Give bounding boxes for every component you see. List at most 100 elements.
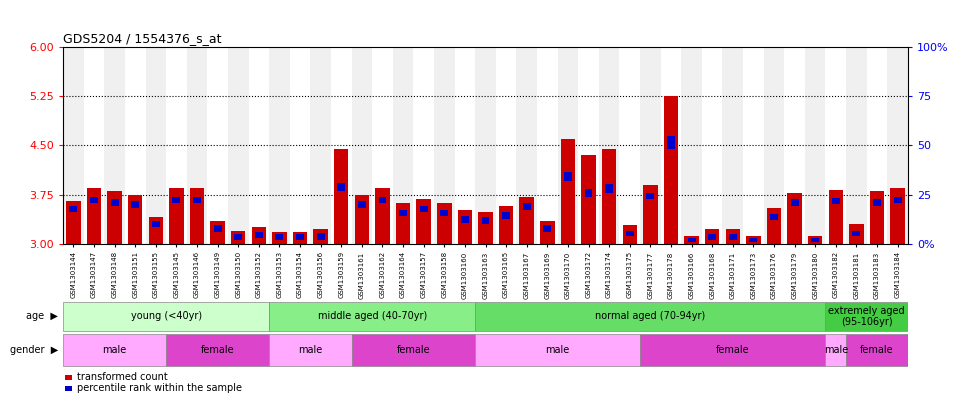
Bar bbox=[729, 235, 737, 240]
Bar bbox=[825, 47, 846, 244]
Bar bbox=[743, 47, 763, 244]
Bar bbox=[111, 199, 118, 206]
Text: transformed count: transformed count bbox=[77, 372, 168, 382]
Text: gender  ▶: gender ▶ bbox=[10, 345, 58, 355]
Bar bbox=[647, 193, 654, 199]
Bar bbox=[272, 232, 286, 244]
Bar bbox=[664, 96, 678, 244]
Text: female: female bbox=[201, 345, 234, 355]
Bar bbox=[873, 199, 881, 206]
Bar bbox=[86, 188, 101, 244]
Bar bbox=[770, 213, 778, 220]
Bar bbox=[354, 195, 369, 244]
Bar bbox=[296, 234, 304, 241]
Bar bbox=[585, 189, 592, 196]
Bar bbox=[767, 208, 782, 244]
Bar bbox=[151, 221, 160, 227]
Bar bbox=[417, 199, 431, 244]
Text: female: female bbox=[860, 345, 893, 355]
Bar bbox=[166, 334, 269, 365]
Bar bbox=[602, 149, 617, 244]
Bar bbox=[705, 229, 720, 244]
Bar bbox=[787, 193, 802, 244]
Bar bbox=[828, 190, 843, 244]
Bar bbox=[108, 191, 121, 244]
Bar bbox=[825, 334, 846, 365]
Bar bbox=[352, 47, 372, 244]
Bar bbox=[314, 229, 328, 244]
Bar bbox=[193, 196, 201, 203]
Text: age  ▶: age ▶ bbox=[26, 311, 58, 321]
Bar bbox=[146, 47, 166, 244]
Bar bbox=[399, 209, 407, 216]
Bar bbox=[482, 217, 489, 224]
Bar bbox=[234, 234, 242, 241]
Bar bbox=[70, 206, 78, 212]
Bar bbox=[166, 47, 186, 244]
Text: extremely aged
(95-106yr): extremely aged (95-106yr) bbox=[828, 306, 905, 327]
Bar bbox=[434, 47, 454, 244]
Bar bbox=[640, 47, 660, 244]
Bar bbox=[502, 212, 510, 219]
Bar bbox=[643, 185, 657, 244]
Bar bbox=[625, 231, 634, 236]
Bar bbox=[825, 302, 908, 331]
Bar bbox=[269, 47, 289, 244]
Bar bbox=[746, 236, 760, 244]
Bar bbox=[599, 47, 619, 244]
Bar bbox=[331, 47, 352, 244]
Bar bbox=[832, 198, 840, 204]
Bar bbox=[750, 239, 757, 242]
Bar bbox=[311, 47, 331, 244]
Bar bbox=[544, 225, 552, 232]
Bar bbox=[619, 47, 640, 244]
Bar bbox=[211, 221, 225, 244]
Bar bbox=[461, 216, 469, 223]
Bar bbox=[186, 47, 208, 244]
Bar bbox=[228, 47, 249, 244]
Bar bbox=[537, 47, 557, 244]
Bar bbox=[128, 195, 143, 244]
Bar bbox=[358, 201, 366, 208]
Bar bbox=[517, 47, 537, 244]
Bar bbox=[63, 302, 269, 331]
Bar bbox=[496, 47, 517, 244]
Text: GDS5204 / 1554376_s_at: GDS5204 / 1554376_s_at bbox=[63, 31, 221, 44]
Bar bbox=[475, 47, 496, 244]
Bar bbox=[499, 206, 514, 244]
Bar bbox=[811, 239, 820, 242]
Bar bbox=[63, 334, 166, 365]
Bar bbox=[190, 188, 204, 244]
Bar bbox=[475, 302, 825, 331]
Bar bbox=[867, 47, 887, 244]
Bar bbox=[640, 334, 825, 365]
Text: normal aged (70-94yr): normal aged (70-94yr) bbox=[595, 311, 706, 321]
Text: male: male bbox=[103, 345, 127, 355]
Bar bbox=[249, 47, 269, 244]
Bar bbox=[805, 47, 825, 244]
Bar bbox=[337, 184, 346, 191]
Bar bbox=[396, 203, 411, 244]
Text: percentile rank within the sample: percentile rank within the sample bbox=[77, 383, 242, 393]
Bar bbox=[372, 47, 393, 244]
Bar bbox=[66, 201, 81, 244]
Bar bbox=[269, 302, 475, 331]
Text: female: female bbox=[716, 345, 750, 355]
Bar bbox=[808, 236, 822, 244]
Bar bbox=[457, 209, 472, 244]
Bar bbox=[708, 235, 716, 240]
Bar bbox=[317, 233, 324, 240]
Bar bbox=[440, 209, 449, 216]
Bar bbox=[578, 47, 599, 244]
Bar bbox=[276, 234, 284, 241]
Bar bbox=[475, 334, 640, 365]
Bar bbox=[846, 334, 908, 365]
Bar bbox=[352, 334, 475, 365]
Bar bbox=[667, 136, 675, 149]
Bar bbox=[393, 47, 414, 244]
Bar bbox=[419, 206, 427, 212]
Text: young (<40yr): young (<40yr) bbox=[130, 311, 202, 321]
Bar bbox=[169, 188, 184, 244]
Bar bbox=[722, 47, 743, 244]
Bar bbox=[582, 155, 596, 244]
